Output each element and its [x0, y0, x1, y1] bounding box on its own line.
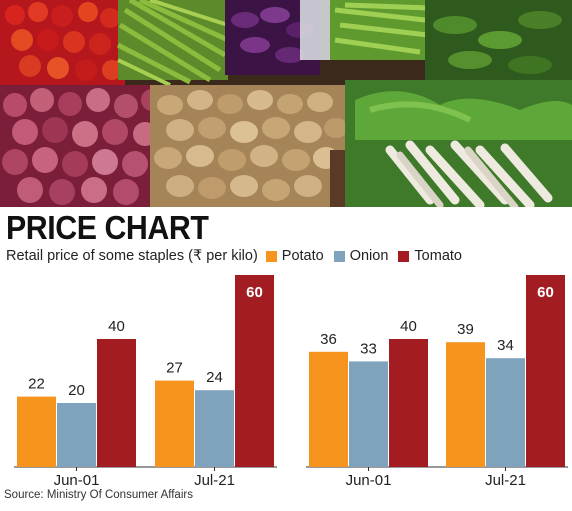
data-label-tomato-jun-01-chart1: 40: [108, 318, 125, 335]
okra-pile: [330, 0, 431, 60]
onions-pile: [0, 85, 163, 207]
data-label-potato-jun-01-chart1: 22: [28, 376, 45, 393]
bar-onion-jul-21-chart1: [195, 390, 234, 467]
bar-onion-jul-21-chart2: [486, 358, 525, 467]
x-tick-label-jul-21-chart2: Jul-21: [485, 472, 526, 488]
legend-swatch-potato: [265, 250, 277, 262]
legend-label-onion: Onion: [349, 248, 389, 264]
data-label-potato-jul-21-chart2: 39: [457, 321, 474, 338]
bar-potato-jul-21-chart1: [155, 380, 194, 467]
legend-item-tomato: Tomato: [398, 248, 462, 264]
x-tick-label-jun-01-chart1: Jun-01: [54, 472, 100, 488]
data-label-potato-jul-21-chart1: 27: [166, 360, 183, 377]
legend-swatch-tomato: [398, 250, 410, 262]
x-tick-label-jun-01-chart2: Jun-01: [346, 472, 392, 488]
bar-potato-jun-01-chart2: [309, 351, 348, 467]
x-tick-label-jul-21-chart1: Jul-21: [194, 472, 235, 488]
chart-legend: Potato Onion Tomato: [265, 248, 472, 264]
chart-title: PRICE CHART: [6, 209, 209, 246]
source-note: Source: Ministry Of Consumer Affairs: [4, 489, 193, 501]
data-label-potato-jun-01-chart2: 36: [320, 331, 337, 348]
legend-item-onion: Onion: [333, 248, 389, 264]
data-label-tomato-jun-01-chart2: 40: [400, 318, 417, 335]
potatoes-pile: [150, 85, 350, 207]
legend-item-potato: Potato: [265, 248, 324, 264]
legend-label-tomato: Tomato: [414, 248, 462, 264]
data-label-tomato-jul-21-chart2: 60: [537, 284, 554, 301]
beans-pile: [116, 0, 230, 87]
price-bar-chart: 22 20 40 Jun-01 27 24 60 Jul-21 36 33 40 Jun-01 39 34…: [14, 275, 568, 488]
chart-subtitle: Retail price of some staples (₹ per kilo…: [6, 248, 258, 264]
bar-potato-jul-21-chart2: [446, 342, 485, 467]
data-label-onion-jun-01-chart1: 20: [68, 382, 85, 399]
vegetable-market-photo: [0, 0, 572, 207]
chart-subtitle-row: Retail price of some staples (₹ per kilo…: [6, 248, 472, 264]
gourd-pile: [425, 0, 572, 90]
data-label-onion-jul-21-chart1: 24: [206, 369, 223, 386]
data-label-onion-jun-01-chart2: 33: [360, 340, 377, 357]
legend-swatch-onion: [333, 250, 345, 262]
bar-onion-jun-01-chart2: [349, 361, 388, 467]
data-label-onion-jul-21-chart2: 34: [497, 337, 514, 354]
tomatoes-pile: [0, 0, 125, 90]
bar-tomato-jun-01-chart2: [389, 339, 428, 467]
bar-potato-jun-01-chart1: [17, 396, 56, 467]
bar-tomato-jun-01-chart1: [97, 339, 136, 467]
bar-tomato-jul-21-chart1: [235, 275, 274, 467]
data-label-tomato-jul-21-chart1: 60: [246, 284, 263, 301]
radish-pile: [345, 80, 572, 207]
bar-onion-jun-01-chart1: [57, 403, 96, 467]
bar-tomato-jul-21-chart2: [526, 275, 565, 467]
legend-label-potato: Potato: [281, 248, 324, 264]
